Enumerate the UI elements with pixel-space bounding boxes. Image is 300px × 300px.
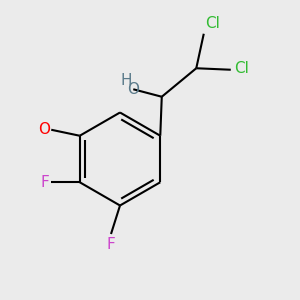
Text: Cl: Cl [234,61,249,76]
Text: H: H [120,73,132,88]
Text: F: F [106,237,116,252]
Text: Cl: Cl [205,16,220,31]
Text: F: F [40,175,49,190]
Text: O: O [127,82,139,97]
Text: O: O [38,122,50,137]
